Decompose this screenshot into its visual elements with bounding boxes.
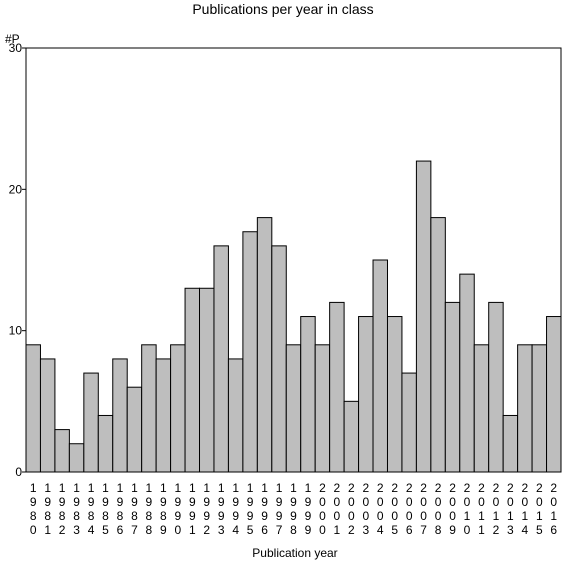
bar-1999 <box>300 316 316 473</box>
bar-1990 <box>170 344 186 473</box>
bar-1989 <box>155 358 172 473</box>
x-axis-label: Publication year <box>252 546 337 560</box>
bar-1988 <box>141 344 157 473</box>
bar-1997 <box>271 245 287 473</box>
bar-1983 <box>68 443 85 473</box>
bar-1992 <box>199 287 215 473</box>
bar-2004 <box>372 259 388 473</box>
y-tick-label: 20 <box>9 182 23 196</box>
bar-1998 <box>285 344 302 473</box>
y-tick-label: 10 <box>9 324 23 338</box>
bar-1995 <box>242 231 258 473</box>
bar-1994 <box>227 358 244 473</box>
bar-2002 <box>343 400 360 473</box>
bar-2009 <box>444 301 461 473</box>
bar-1982 <box>54 429 70 473</box>
plot-area: 0 10 20 30 1 9 8 0 1 9 8 1 1 9 8 2 1 9 8 3 1 9 8 4 1 9 8 5 1 9 8 6 1 9 8 7 1… <box>9 41 562 537</box>
bar-2005 <box>386 316 403 473</box>
bar-1985 <box>97 414 114 473</box>
bar-2007 <box>415 160 432 473</box>
bar-2014 <box>517 344 533 473</box>
bar-1991 <box>184 287 201 473</box>
bar-2016 <box>546 316 562 473</box>
bar-2008 <box>430 217 446 473</box>
bar-1980 <box>25 344 41 473</box>
bar-2001 <box>329 301 345 473</box>
bar-2003 <box>358 316 374 473</box>
bar-2010 <box>459 273 475 473</box>
bar-1996 <box>256 217 273 473</box>
bar-2000 <box>314 344 331 473</box>
bar-1986 <box>112 358 128 473</box>
bar-1993 <box>213 245 229 473</box>
bar-1981 <box>39 358 56 473</box>
bar-2006 <box>401 372 417 473</box>
bar-1987 <box>126 386 143 473</box>
y-axis-label: #P <box>5 32 20 46</box>
bar-2015 <box>531 344 548 473</box>
bar-2013 <box>502 414 519 473</box>
bar-2012 <box>488 301 504 473</box>
bar-1984 <box>83 372 99 473</box>
chart-title: Publications per year in class <box>192 1 373 17</box>
bar-2011 <box>473 344 490 473</box>
y-tick-label: 30 <box>9 41 23 55</box>
y-tick-label: 0 <box>15 465 22 479</box>
